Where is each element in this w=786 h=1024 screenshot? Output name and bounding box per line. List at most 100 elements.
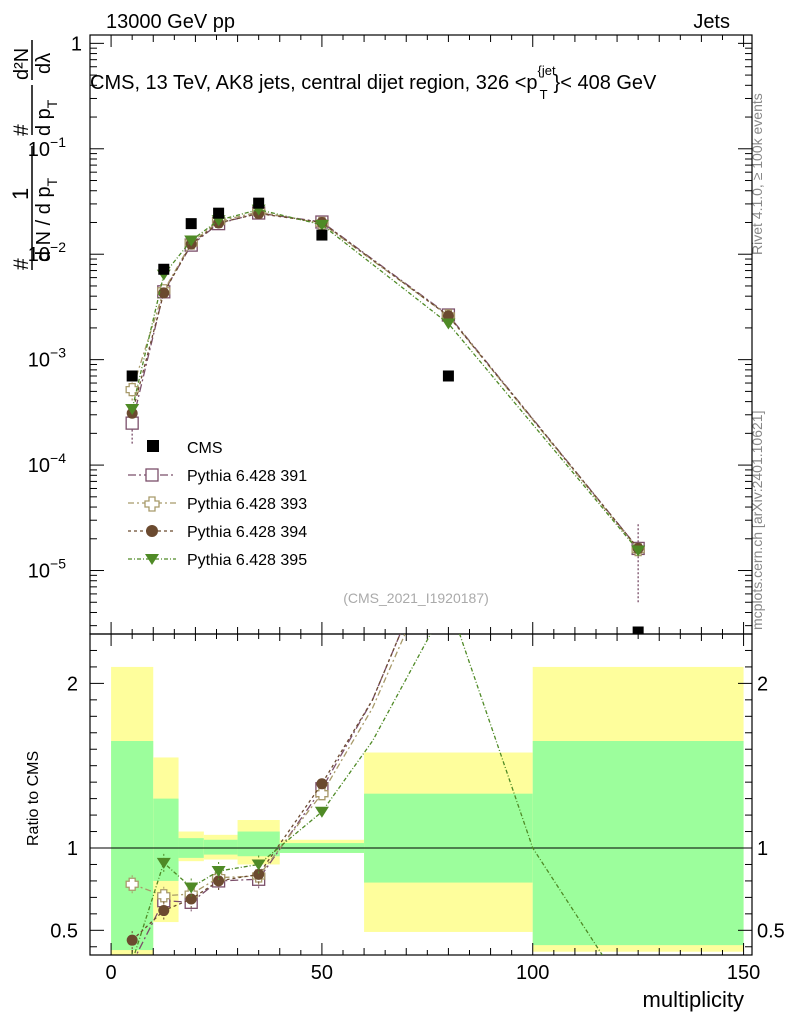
ratio-y-tick-label-left: 1 [67,838,78,860]
x-tick-label: 0 [106,962,117,984]
ratio-series-point-1 [125,877,139,891]
plot-title-main: CMS, 13 TeV, AK8 jets, central dijet reg… [90,72,538,94]
ratio-band-inner-3 [203,839,238,855]
main-panel-series [125,197,646,634]
main-y-axis-label: # 1 d N / d pT # d pT d²N dλ [8,40,60,270]
ratio-band-inner-0 [111,741,154,951]
main-y-tick-base: 10 [28,350,50,372]
cms-data-point [316,229,328,241]
ratio-series-point-3 [211,866,226,878]
legend-393-marker [144,496,160,512]
cms-data-point [185,218,197,230]
main-series-point-1 [125,382,139,397]
ylabel-denominator-sub: T [44,177,60,186]
ratio-panel-series [125,634,603,969]
main-y-tick-label: 10−1 [28,134,66,161]
x-axis-label: multiplicity [643,987,744,1012]
legend-cms-marker [147,440,159,452]
main-y-tick-base: 10 [28,561,50,583]
main-frame [89,34,753,635]
main-y-tick-label: 10−2 [28,239,66,266]
main-y-tick-exponent: −5 [50,556,66,572]
ratio-uncertainty-bands [111,666,744,955]
plot-title-subscript: T [540,87,548,102]
main-series-point-3 [125,404,140,416]
cms-data-point [158,263,170,275]
main-y-tick-label: 1 [71,33,82,55]
main-y-tick-exponent: −1 [50,134,66,150]
ratio-y-tick-label-right: 2 [757,673,768,695]
legend-393-label: Pythia 6.428 393 [187,496,307,513]
cms-data-point [632,626,644,634]
cms-data-point [213,207,225,219]
ratio-series-point-3 [125,957,139,968]
legend-395-marker [145,554,159,565]
cms-data-point [253,197,265,209]
ratio-band-inner-7 [532,741,744,946]
plot-title-superscript: {jet [538,63,556,78]
ylabel-d2n: d²N [11,48,33,80]
mcplots-source-label: mcplots.cern.ch [arXiv:2401.10621] [749,411,765,630]
ylabel-hash-1: # [10,258,33,270]
ratio-series-point-2 [185,893,197,905]
ratio-series-point-3 [251,859,266,871]
legend-391-marker [145,468,159,482]
ylabel-hash-2: # [10,124,33,136]
ratio-frame [89,633,753,956]
ratio-series-line-1 [131,634,406,897]
main-y-tick-label: 10−3 [28,345,66,372]
cms-data-point [442,370,454,382]
main-series-point-3 [631,545,646,557]
ylabel-denominator: d N / d pT [33,177,60,262]
plot-title-end: }< 408 GeV [554,72,658,94]
main-y-tick-base: 10 [28,455,50,477]
ratio-series-point-2 [126,934,138,946]
ratio-y-tick-label-right: 0.5 [757,920,785,942]
header-energy-label: 13000 GeV pp [106,11,235,33]
ylabel-denominator-text: d N / d p [33,186,55,262]
legend-391-label: Pythia 6.428 391 [187,468,307,485]
ratio-series-point-3 [156,857,171,869]
ratio-y-axis-label: Ratio to CMS [25,751,42,846]
legend-394-label: Pythia 6.428 394 [187,524,307,541]
legend-394-marker [146,525,158,537]
ratio-series-point-2 [253,868,265,880]
x-tick-label: 100 [516,962,549,984]
main-y-tick-exponent: −4 [50,450,66,466]
main-y-tick-label: 10−5 [28,556,66,583]
ratio-band-inner-4 [237,831,280,857]
main-y-tick-exponent: −2 [50,239,66,255]
legend: CMS Pythia 6.428 391 Pythia 6.428 393 Py… [128,440,307,569]
ratio-series-point-2 [316,778,328,790]
ylabel-num2-text: d p [33,108,55,136]
ratio-series-point-0 [126,957,138,969]
main-y-tick-label: 10−4 [28,450,66,477]
main-y-tick-base: 10 [28,244,50,266]
ratio-series-point-2 [213,875,225,887]
ratio-series-point-3 [184,882,199,894]
main-series-line-2 [131,212,639,549]
main-series-point-3 [314,219,329,231]
ratio-band-inner-6 [364,793,533,883]
ylabel-dlambda: dλ [33,53,55,74]
main-series-point-0 [125,416,139,430]
ratio-y-tick-label-left: 2 [67,673,78,695]
ratio-y-tick-label-right: 1 [757,838,768,860]
ratio-series-line-3 [133,634,603,955]
main-series-point-3 [184,235,199,247]
ylabel-num2-sub: T [44,99,60,108]
x-tick-label: 50 [311,962,333,984]
cms-data-point [126,370,138,382]
analysis-watermark: (CMS_2021_I1920187) [343,590,489,606]
legend-395-label: Pythia 6.428 395 [187,552,307,569]
ratio-series-point-1 [315,787,329,801]
main-y-tick-exponent: −3 [50,345,66,361]
ylabel-one: 1 [8,188,33,200]
main-series-point-2 [158,287,170,299]
plot-title: CMS, 13 TeV, AK8 jets, central dijet reg… [90,63,657,102]
ratio-band-inner-1 [153,798,179,881]
rivet-version-label: Rivet 4.1.0, ≥ 100k events [749,93,765,255]
main-series-point-3 [441,318,456,330]
ratio-series-point-1 [157,889,171,903]
